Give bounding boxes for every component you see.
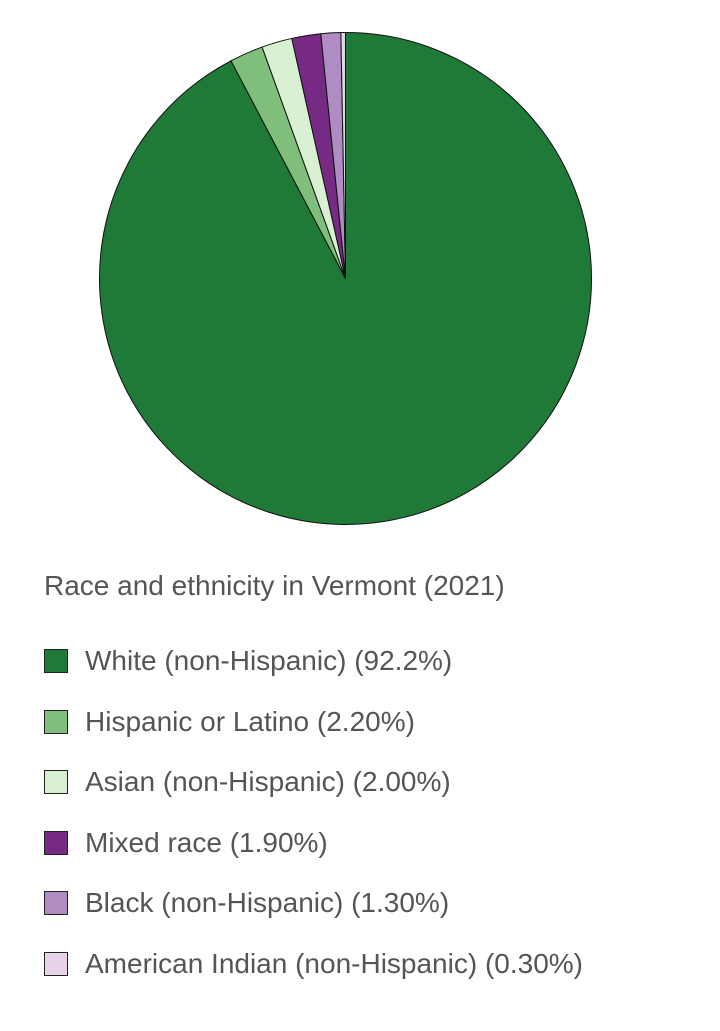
legend-label-white: White (non-Hispanic) (92.2%) <box>85 645 453 676</box>
pie-chart <box>99 32 592 525</box>
pie-slices <box>99 32 592 525</box>
legend-label-asian: Asian (non-Hispanic) (2.00%) <box>85 766 451 797</box>
pie-slice-american-indian <box>340 32 346 279</box>
legend-item-american-indian: American Indian (non-Hispanic) (0.30%) <box>44 944 583 1005</box>
legend-swatch-asian <box>44 770 68 794</box>
legend-swatch-black <box>44 891 68 915</box>
legend-label-hispanic-latino: Hispanic or Latino (2.20%) <box>85 705 415 737</box>
legend-label-american-indian: American Indian (non-Hispanic) (0.30%) <box>85 947 583 979</box>
legend-label-black: Black (non-Hispanic) (1.30%) <box>85 887 450 918</box>
legend: White (non-Hispanic) (92.2%) Hispanic or… <box>44 641 583 1004</box>
legend-label-mixed-race: Mixed race (1.90%) <box>85 826 328 858</box>
legend-swatch-hispanic-latino <box>44 709 68 734</box>
legend-swatch-american-indian <box>44 951 68 976</box>
legend-item-black: Black (non-Hispanic) (1.30%) <box>44 883 583 944</box>
legend-item-asian: Asian (non-Hispanic) (2.00%) <box>44 762 583 823</box>
legend-swatch-mixed-race <box>44 830 68 855</box>
legend-item-white: White (non-Hispanic) (92.2%) <box>44 641 583 702</box>
chart-title: Race and ethnicity in Vermont (2021) <box>44 570 505 601</box>
legend-swatch-white <box>44 649 68 673</box>
legend-item-hispanic-latino: Hispanic or Latino (2.20%) <box>44 702 583 763</box>
legend-item-mixed-race: Mixed race (1.90%) <box>44 823 583 884</box>
